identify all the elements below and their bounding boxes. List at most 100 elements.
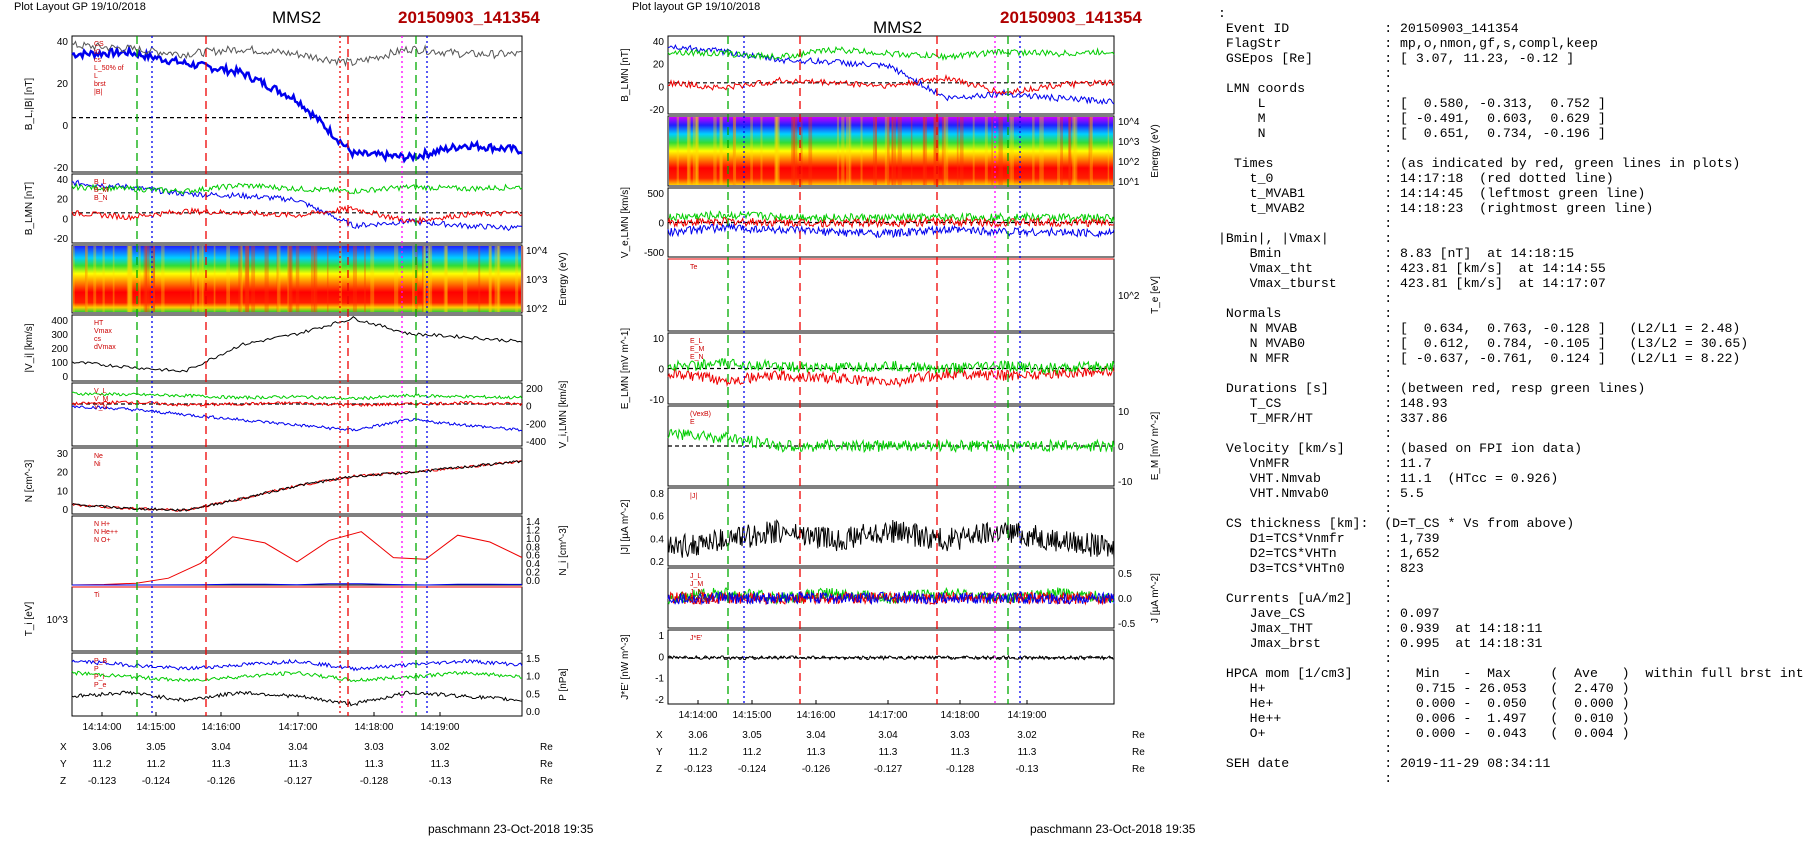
y-tick-label: 0 (62, 505, 68, 516)
y-tick-label: 1.5 (526, 654, 540, 665)
info-line: He++ : 0.006 - 1.497 ( 0.010 ) (1249, 711, 1630, 726)
spectrogram-streak (884, 117, 889, 185)
legend-entry: Vmax (94, 328, 112, 335)
panel-frame (71, 244, 523, 314)
y-tick-label: -20 (650, 105, 665, 116)
legend-entry: Ni (94, 461, 101, 468)
info-line: Currents [uA/m2] : (1225, 591, 1393, 606)
spectrogram-streak (310, 246, 316, 312)
spectrogram-streak (497, 246, 501, 312)
spectrogram-streak (213, 246, 216, 312)
y-tick-label: 0.0 (526, 707, 540, 718)
spectrogram-streak (1089, 117, 1093, 185)
ephem-value: -0.124 (738, 764, 767, 775)
spectrogram-streak (1039, 117, 1044, 185)
y-tick-label: 1.0 (526, 672, 540, 683)
legend-entry: CS (94, 41, 104, 48)
y-tick-label: 200 (526, 384, 543, 395)
y-tick-label: -20 (54, 163, 69, 174)
info-line: Velocity [km/s] : (based on FPI ion data… (1225, 441, 1583, 456)
spectrogram-streak (423, 246, 427, 312)
panel-frame (667, 487, 1115, 567)
spectrogram-streak (202, 246, 205, 312)
legend-entry: V_M (94, 396, 109, 403)
spectrogram-streak (897, 117, 902, 185)
spectrogram-streak (251, 246, 256, 312)
series-line (71, 460, 523, 512)
spectrogram-streak (488, 246, 493, 312)
info-line: M : [ -0.491, 0.603, 0.629 ] (1257, 111, 1606, 126)
info-line: L : [ 0.580, -0.313, 0.752 ] (1257, 96, 1606, 111)
spectrogram-streak (774, 117, 779, 185)
legend-entry: J_N (690, 589, 702, 596)
panel-frame (71, 515, 523, 586)
y-axis-label: E_M [mV m^-2] (1150, 411, 1161, 480)
spectrogram-streak (910, 117, 913, 185)
y-tick-label: 0.2 (650, 557, 664, 568)
ephem-value: -0.127 (284, 776, 313, 787)
event-info-text: : Event ID : 20150903_141354 FlagStr : m… (1218, 6, 1804, 786)
spectrogram-streak (394, 246, 399, 312)
legend-entry: V_L (94, 388, 107, 395)
ephem-value: 3.05 (742, 730, 762, 741)
y-axis-label: P [nPa] (558, 668, 569, 701)
legend-entry: P_B (94, 658, 108, 665)
info-line: SEH date : 2019-11-29 08:34:11 (1225, 756, 1551, 771)
info-line: Durations [s] : (between red, resp green… (1225, 381, 1646, 396)
info-line: t_MVAB2 : 14:18:23 (rightmost green line… (1249, 201, 1654, 216)
info-line: VnMFR : 11.7 (1249, 456, 1432, 471)
spectrogram (669, 117, 1113, 185)
series-line (667, 358, 1115, 376)
series-line (71, 658, 523, 672)
series-line (71, 316, 523, 373)
spectrogram-streak (264, 246, 269, 312)
ephem-value: -0.13 (1016, 764, 1039, 775)
legend-entry: E_N (690, 354, 704, 361)
ephem-unit: Re (540, 776, 553, 787)
y-axis-label: E_LMN [mV m^-1] (620, 328, 631, 410)
legend-entry: V_N (94, 404, 108, 411)
y-tick-label: 10^3 (526, 275, 548, 286)
spectrogram-streak (998, 117, 1003, 185)
spectrogram-streak (326, 246, 329, 312)
ephem-value: 11.3 (951, 747, 970, 758)
info-line: VHT.Nmvab0 : 5.5 (1249, 486, 1424, 501)
series-line (71, 690, 523, 707)
ephem-value: 11.3 (431, 759, 450, 770)
y-tick-label: 30 (57, 449, 69, 460)
legend-entry: t0 (94, 49, 100, 56)
y-tick-label: 10^4 (526, 246, 548, 257)
y-tick-label: 0 (658, 365, 664, 376)
ephem-value: -0.126 (802, 764, 831, 775)
spectrogram-streak (943, 117, 949, 185)
ephem-unit: Re (1132, 747, 1145, 758)
legend-entry: J_maxJ (690, 597, 714, 604)
y-axis-label: B_L,|B| [nT] (24, 78, 35, 131)
spectrogram-streak (287, 246, 290, 312)
ephem-value: 11.2 (147, 759, 166, 770)
y-tick-label: 40 (653, 37, 665, 48)
y-axis-label: |V_i| [km/s] (24, 323, 35, 372)
series-line (71, 531, 523, 586)
spectrogram-streak (126, 246, 131, 312)
series-line (667, 45, 1115, 62)
spectrogram-streak (72, 246, 75, 312)
y-tick-label: 0.4 (526, 559, 540, 570)
ephem-value: 11.3 (365, 759, 384, 770)
info-line: D1=TCS*Vnmfr : 1,739 (1249, 531, 1440, 546)
y-tick-label: 0.0 (1118, 594, 1132, 605)
info-line: Jmax_THT : 0.939 at 14:18:11 (1249, 621, 1543, 636)
info-line: : (1384, 741, 1393, 756)
legend-entry: B_N (94, 195, 108, 202)
panel-frame (667, 258, 1115, 332)
ephem-value: -0.127 (874, 764, 903, 775)
ephem-row-label: Y (656, 747, 663, 758)
spectrogram (73, 246, 521, 312)
panel-frame (71, 652, 523, 717)
legend-entry: brst (94, 81, 106, 88)
y-tick-label: -10 (650, 395, 665, 406)
info-line: H+ : 0.715 - 26.053 ( 2.470 ) (1249, 681, 1630, 696)
spectrogram-streak (887, 117, 890, 185)
series-line (667, 590, 1115, 606)
